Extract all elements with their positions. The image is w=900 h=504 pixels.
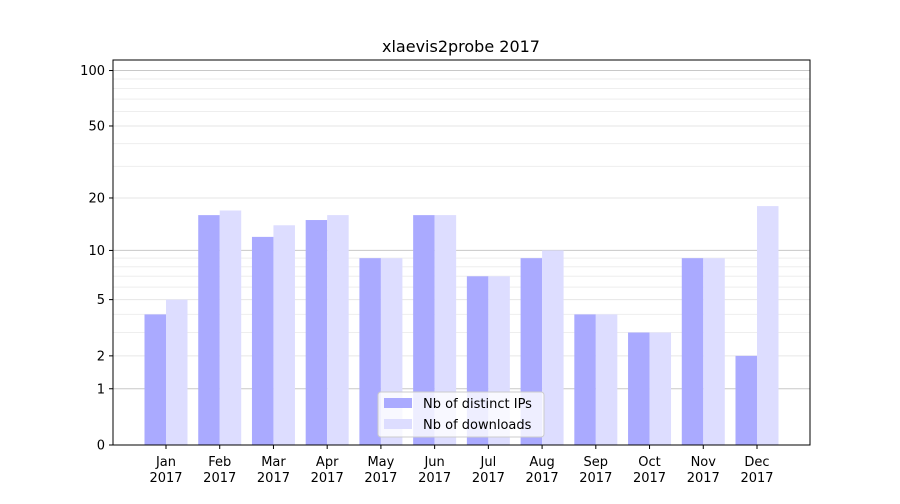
y-tick-label: 50 <box>88 119 105 134</box>
bar-downloads <box>434 215 457 445</box>
x-tick-label: Sep 2017 <box>579 455 612 486</box>
bar-downloads <box>327 215 349 445</box>
bar-downloads <box>703 258 725 445</box>
x-tick-label: Dec 2017 <box>740 455 773 486</box>
x-tick-label: Feb 2017 <box>203 455 236 486</box>
bar-ips <box>735 355 757 445</box>
x-tick-label: Jul 2017 <box>472 455 505 486</box>
bar-downloads <box>542 250 564 445</box>
y-tick-label: 1 <box>97 382 105 397</box>
chart-title: xlaevis2probe 2017 <box>382 37 540 56</box>
axes-frame <box>112 59 811 446</box>
bar-ips <box>359 258 381 445</box>
x-tick-label: Jun 2017 <box>418 455 451 486</box>
bar-ips <box>305 220 328 445</box>
bar-ips <box>574 314 596 445</box>
legend-box <box>377 391 545 438</box>
bar-ips <box>681 258 704 445</box>
bar-ips <box>144 314 166 445</box>
bar-ips <box>198 215 220 445</box>
bar-downloads <box>166 299 188 445</box>
bar-downloads <box>273 225 295 445</box>
x-tick-label: Mar 2017 <box>257 455 290 486</box>
x-tick-label: Nov 2017 <box>687 455 720 486</box>
bar-ips <box>628 332 650 445</box>
legend-swatch <box>384 398 412 408</box>
y-tick-label: 100 <box>80 64 105 79</box>
bar-downloads <box>219 210 242 445</box>
bar-ips <box>251 236 274 445</box>
y-tick-label: 10 <box>88 244 105 259</box>
x-tick-label: Oct 2017 <box>633 455 666 486</box>
legend-swatch <box>384 419 412 429</box>
y-tick-label: 0 <box>97 439 105 454</box>
y-tick-label: 20 <box>88 191 105 206</box>
bar-downloads <box>595 314 618 445</box>
legend-label: Nb of distinct IPs <box>423 397 532 412</box>
y-tick-label: 2 <box>97 349 105 364</box>
bar-downloads <box>649 332 672 445</box>
legend-label: Nb of downloads <box>423 418 532 433</box>
x-tick-label: Aug 2017 <box>526 455 559 486</box>
bar-downloads <box>757 206 779 445</box>
x-tick-label: May 2017 <box>364 455 397 486</box>
x-tick-label: Apr 2017 <box>311 455 344 486</box>
bar-ips <box>413 215 435 445</box>
y-tick-label: 5 <box>97 293 105 308</box>
x-tick-label: Jan 2017 <box>149 455 182 486</box>
